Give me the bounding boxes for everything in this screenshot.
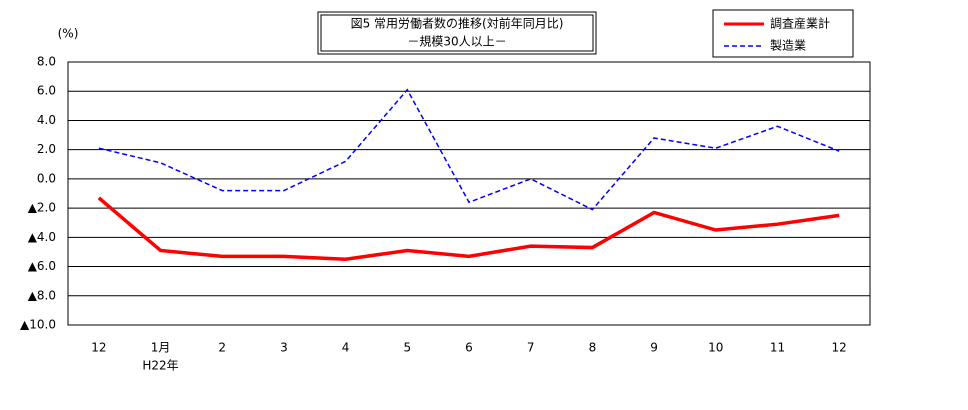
title-box-inner bbox=[320, 14, 594, 52]
y-tick-label: ▲10.0 bbox=[20, 318, 56, 332]
y-tick-label: 2.0 bbox=[37, 142, 56, 156]
x-tick-label: 12 bbox=[91, 341, 106, 355]
x-tick-label: 7 bbox=[527, 341, 535, 355]
y-tick-label: 8.0 bbox=[37, 55, 56, 69]
x-tick-label: 9 bbox=[650, 341, 658, 355]
x-tick-label: 10 bbox=[708, 341, 723, 355]
x-tick-label: 11 bbox=[770, 341, 785, 355]
y-tick-label: ▲4.0 bbox=[28, 230, 56, 244]
x-tick-label: 6 bbox=[465, 341, 473, 355]
legend-box bbox=[712, 9, 854, 58]
chart-title: 図5 常用労働者数の推移(対前年同月比) bbox=[351, 16, 564, 31]
x-tick-label: 1月 bbox=[151, 341, 171, 355]
legend-label: 製造業 bbox=[770, 39, 806, 53]
y-tick-label: 0.0 bbox=[37, 171, 56, 185]
y-tick-label: ▲8.0 bbox=[28, 288, 56, 302]
plot-frame bbox=[67, 61, 871, 326]
x-tick-label: 12 bbox=[832, 341, 847, 355]
series-line bbox=[97, 196, 840, 262]
x-tick-label: 5 bbox=[403, 341, 411, 355]
y-unit: (%) bbox=[58, 27, 79, 41]
legend-label: 調査産業計 bbox=[770, 16, 830, 31]
x-tick-label: 8 bbox=[589, 341, 597, 355]
y-tick-label: 4.0 bbox=[37, 113, 56, 127]
title-box bbox=[317, 11, 597, 55]
chart-subtitle: －規模30人以上－ bbox=[407, 34, 506, 49]
y-tick-label: ▲6.0 bbox=[28, 259, 56, 273]
x-tick-label: 3 bbox=[280, 341, 288, 355]
y-tick-label: ▲2.0 bbox=[28, 201, 56, 215]
x-tick-label: 2 bbox=[218, 341, 226, 355]
series-line bbox=[98, 88, 840, 211]
x-year-label: H22年 bbox=[142, 359, 178, 373]
x-tick-label: 4 bbox=[342, 341, 350, 355]
y-tick-label: 6.0 bbox=[37, 84, 56, 98]
